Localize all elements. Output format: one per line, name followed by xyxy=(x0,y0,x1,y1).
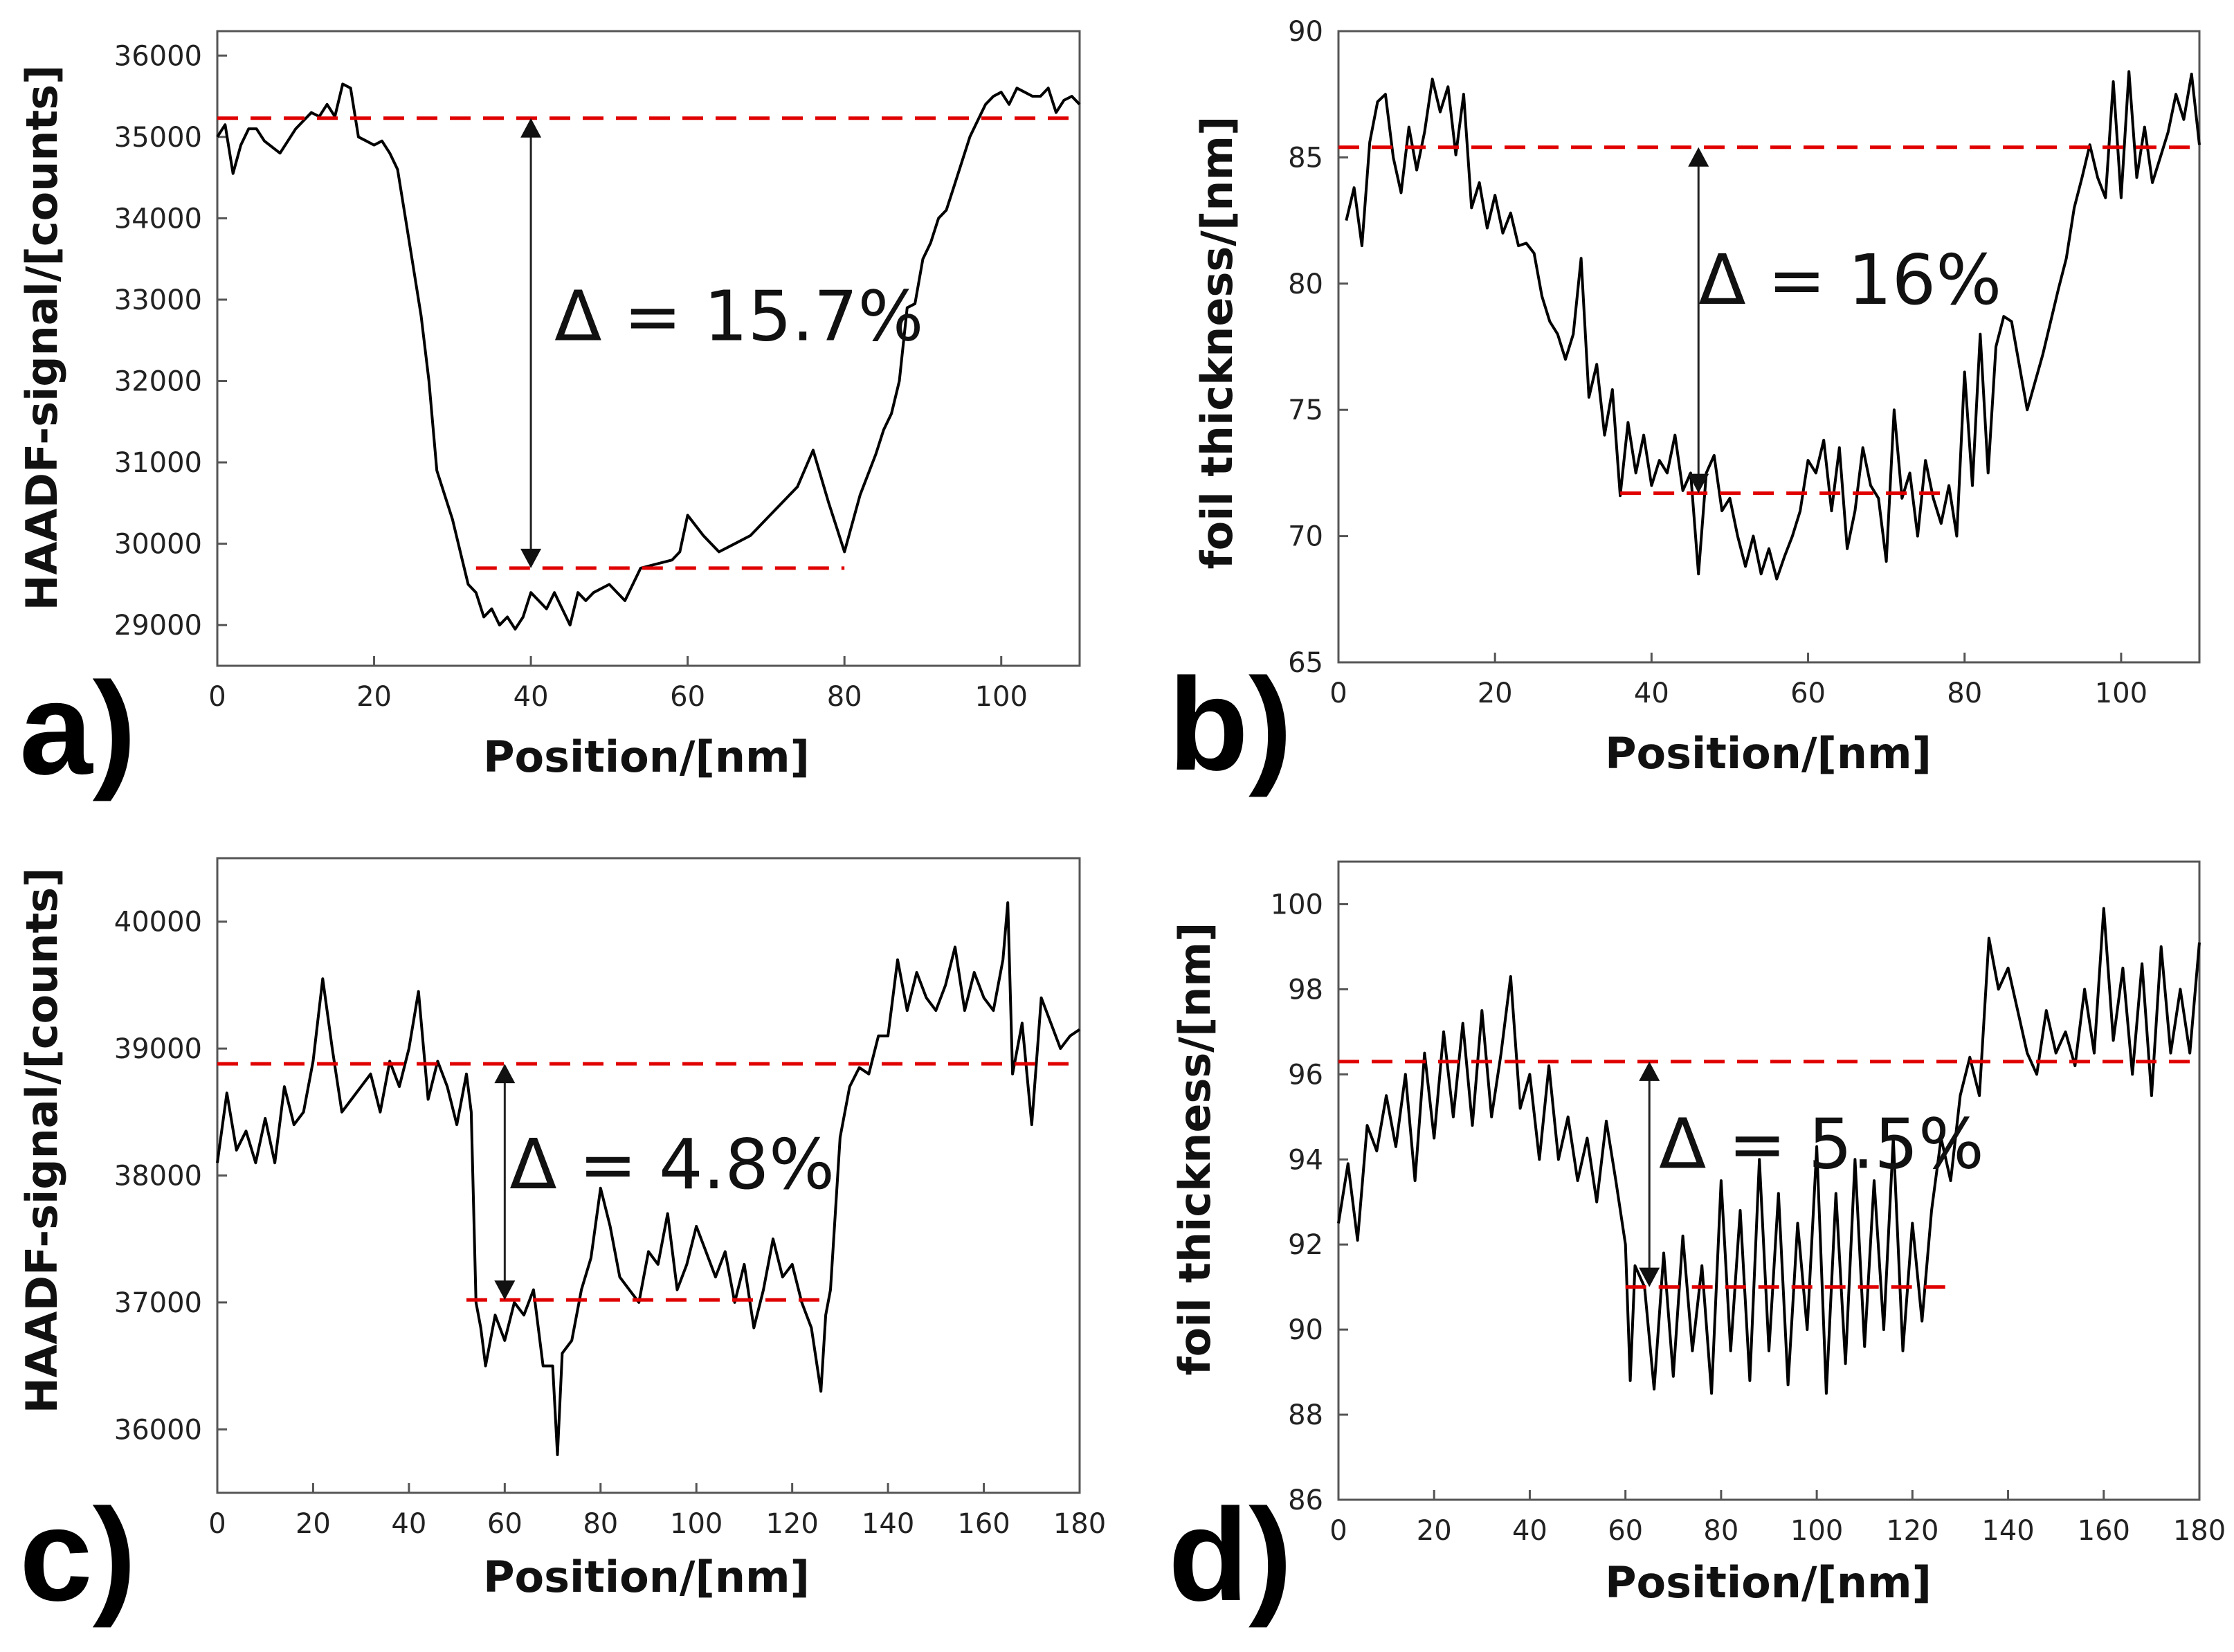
panel-d-y-tick-label: 90 xyxy=(1288,1314,1323,1346)
panel-a-arrow-head-down xyxy=(520,548,542,568)
panel-b-plot-frame xyxy=(1337,30,2201,664)
panel-c-y-tick-label: 39000 xyxy=(114,1033,202,1065)
panel-d-x-tick-label: 40 xyxy=(1512,1515,1547,1547)
panel-b-arrow-head-up xyxy=(1688,147,1709,167)
panel-d-arrow-head-down xyxy=(1639,1267,1660,1287)
panel-d-y-tick-label: 88 xyxy=(1288,1399,1323,1431)
panel-b-x-tick-label: 100 xyxy=(2095,678,2147,709)
panel-a-y-tick-label: 32000 xyxy=(114,366,202,398)
panel-a-x-tick-label: 0 xyxy=(208,681,226,713)
panel-a-x-tick-label: 20 xyxy=(356,681,392,713)
panel-a-y-tick-label: 35000 xyxy=(114,122,202,154)
panel-c-y-tick-label: 38000 xyxy=(114,1161,202,1192)
panel-d-letter: d) xyxy=(1168,1482,1292,1628)
panel-c-x-axis-label: Position/[nm] xyxy=(483,1552,810,1602)
panel-c-x-tick-label: 140 xyxy=(862,1508,914,1540)
panel-c-x-tick-label: 180 xyxy=(1053,1508,1106,1540)
panel-c-x-tick-label: 120 xyxy=(765,1508,818,1540)
panel-c-x-tick-label: 0 xyxy=(208,1508,226,1540)
panel-c: 0 20 40 60 80 100 120 140 160 180 36000 37000 38000 3… xyxy=(17,857,1106,1628)
panel-a-data-line xyxy=(216,82,1081,631)
panel-a-y-tick-label: 30000 xyxy=(114,529,202,561)
panel-c-arrow-head-up xyxy=(494,1064,516,1084)
panel-b-data-line xyxy=(1345,70,2201,581)
panel-a-x-tick-label: 40 xyxy=(514,681,549,713)
panel-c-data-line xyxy=(216,901,1081,1456)
panel-c-y-tick-label: 40000 xyxy=(114,907,202,938)
panel-b-y-tick-label: 85 xyxy=(1288,142,1323,174)
panel-d-y-tick-label: 94 xyxy=(1288,1144,1323,1176)
panel-c-delta-annotation: Δ = 4.8% xyxy=(509,1124,835,1205)
panel-d-y-tick-label: 92 xyxy=(1288,1229,1323,1261)
panel-d-x-tick-label: 180 xyxy=(2173,1515,2226,1547)
panel-c-y-tick-label: 37000 xyxy=(114,1287,202,1319)
panel-d-y-axis-label: foil thickness/[nm] xyxy=(1170,923,1220,1376)
panel-b: 0 20 40 60 80 100 65 70 75 80 85 90 Δ = 16% Position… xyxy=(1168,16,2201,798)
panel-a-x-axis-label: Position/[nm] xyxy=(483,732,810,782)
panel-a-y-tick-label: 33000 xyxy=(114,284,202,316)
panel-b-x-tick-label: 40 xyxy=(1634,678,1669,709)
panel-d: 0 20 40 60 80 100 120 140 160 180 86 88 90 92 94 96 98 10… xyxy=(1168,860,2226,1628)
panel-d-x-axis-label: Position/[nm] xyxy=(1605,1557,1932,1608)
panel-d-delta-annotation: Δ = 5.5% xyxy=(1659,1104,1984,1185)
panel-b-x-tick-label: 20 xyxy=(1478,678,1513,709)
panel-a-y-axis-label: HAADF-signal/[counts] xyxy=(17,65,67,611)
panel-b-y-tick-label: 80 xyxy=(1288,269,1323,300)
panel-c-letter: c) xyxy=(19,1482,136,1628)
panel-a-plot-frame xyxy=(216,30,1081,667)
panel-d-x-tick-label: 100 xyxy=(1790,1515,1843,1547)
panel-d-y-tick-label: 96 xyxy=(1288,1059,1323,1091)
panel-a-delta-annotation: Δ = 15.7% xyxy=(554,276,923,357)
panel-d-x-tick-label: 120 xyxy=(1886,1515,1938,1547)
panel-d-arrow-head-up xyxy=(1639,1061,1660,1081)
panel-b-y-tick-label: 90 xyxy=(1288,16,1323,48)
panel-c-x-tick-label: 20 xyxy=(296,1508,331,1540)
panel-c-x-tick-label: 160 xyxy=(957,1508,1010,1540)
panel-c-x-tick-label: 40 xyxy=(391,1508,426,1540)
panel-a-x-tick-label: 80 xyxy=(827,681,862,713)
panel-b-y-tick-label: 65 xyxy=(1288,647,1323,679)
panel-a-letter: a) xyxy=(19,655,136,802)
panel-d-data-line xyxy=(1337,907,2201,1395)
panel-c-x-tick-label: 80 xyxy=(583,1508,618,1540)
panel-a: 0 20 40 60 80 100 29000 30000 31000 32000 33000 340… xyxy=(17,30,1081,802)
panel-d-x-tick-label: 20 xyxy=(1417,1515,1452,1547)
panel-d-y-tick-label: 98 xyxy=(1288,974,1323,1006)
panel-b-x-tick-label: 60 xyxy=(1790,678,1826,709)
panel-c-arrow-head-down xyxy=(494,1280,516,1300)
panel-b-y-axis-label: foil thickness/[nm] xyxy=(1192,116,1242,570)
panel-c-x-tick-label: 60 xyxy=(487,1508,523,1540)
panel-d-x-tick-label: 80 xyxy=(1703,1515,1738,1547)
panel-c-y-axis-label: HAADF-signal/[counts] xyxy=(17,868,67,1414)
panel-d-y-tick-label: 100 xyxy=(1271,889,1323,920)
panel-d-x-tick-label: 160 xyxy=(2078,1515,2130,1547)
panel-c-y-tick-label: 36000 xyxy=(114,1414,202,1446)
panel-a-y-tick-label: 29000 xyxy=(114,610,202,642)
panel-a-arrow-head-up xyxy=(520,118,542,138)
panel-a-y-tick-label: 36000 xyxy=(114,40,202,72)
panel-b-y-tick-label: 70 xyxy=(1288,521,1323,553)
panel-d-x-tick-label: 0 xyxy=(1329,1515,1347,1547)
panel-d-x-tick-label: 140 xyxy=(1981,1515,2034,1547)
panel-a-x-tick-label: 100 xyxy=(975,681,1028,713)
panel-a-y-tick-label: 34000 xyxy=(114,203,202,235)
panel-d-plot-frame xyxy=(1337,860,2201,1501)
panel-c-x-tick-label: 100 xyxy=(670,1508,723,1540)
panel-d-x-tick-label: 60 xyxy=(1608,1515,1643,1547)
panel-a-y-tick-label: 31000 xyxy=(114,447,202,479)
panel-b-x-tick-label: 80 xyxy=(1947,678,1982,709)
panel-d-y-tick-label: 86 xyxy=(1288,1485,1323,1516)
panel-b-y-tick-label: 75 xyxy=(1288,394,1323,426)
panel-b-x-axis-label: Position/[nm] xyxy=(1605,728,1932,779)
panel-b-arrow-head-down xyxy=(1688,473,1709,493)
panel-a-x-tick-label: 60 xyxy=(670,681,705,713)
panel-b-x-tick-label: 0 xyxy=(1329,678,1347,709)
panel-b-letter: b) xyxy=(1168,651,1292,798)
panel-b-delta-annotation: Δ = 16% xyxy=(1698,239,2001,320)
